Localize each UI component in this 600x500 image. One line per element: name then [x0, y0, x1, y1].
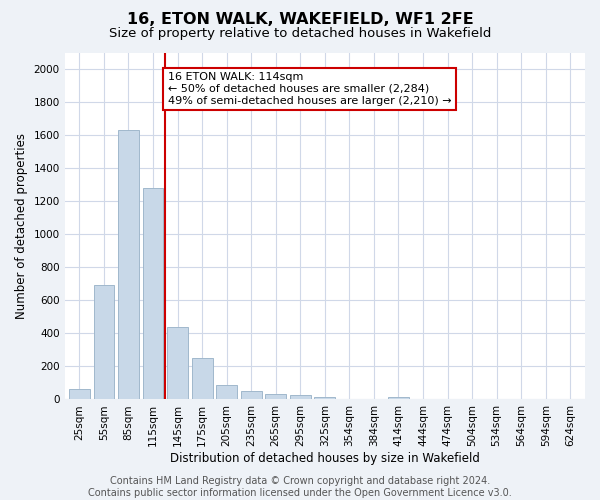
Bar: [241, 391, 262, 400]
Bar: [167, 327, 188, 400]
Bar: [290, 396, 311, 400]
Text: 16 ETON WALK: 114sqm
← 50% of detached houses are smaller (2,284)
49% of semi-de: 16 ETON WALK: 114sqm ← 50% of detached h…: [168, 72, 451, 106]
Y-axis label: Number of detached properties: Number of detached properties: [15, 133, 28, 319]
Bar: [388, 397, 409, 400]
Text: 16, ETON WALK, WAKEFIELD, WF1 2FE: 16, ETON WALK, WAKEFIELD, WF1 2FE: [127, 12, 473, 28]
Bar: [69, 388, 90, 400]
Bar: [265, 394, 286, 400]
Text: Size of property relative to detached houses in Wakefield: Size of property relative to detached ho…: [109, 28, 491, 40]
Bar: [143, 188, 163, 400]
Bar: [191, 358, 212, 400]
Bar: [314, 397, 335, 400]
Bar: [118, 130, 139, 400]
Bar: [216, 384, 237, 400]
Text: Contains HM Land Registry data © Crown copyright and database right 2024.
Contai: Contains HM Land Registry data © Crown c…: [88, 476, 512, 498]
X-axis label: Distribution of detached houses by size in Wakefield: Distribution of detached houses by size …: [170, 452, 480, 465]
Bar: [94, 286, 115, 400]
